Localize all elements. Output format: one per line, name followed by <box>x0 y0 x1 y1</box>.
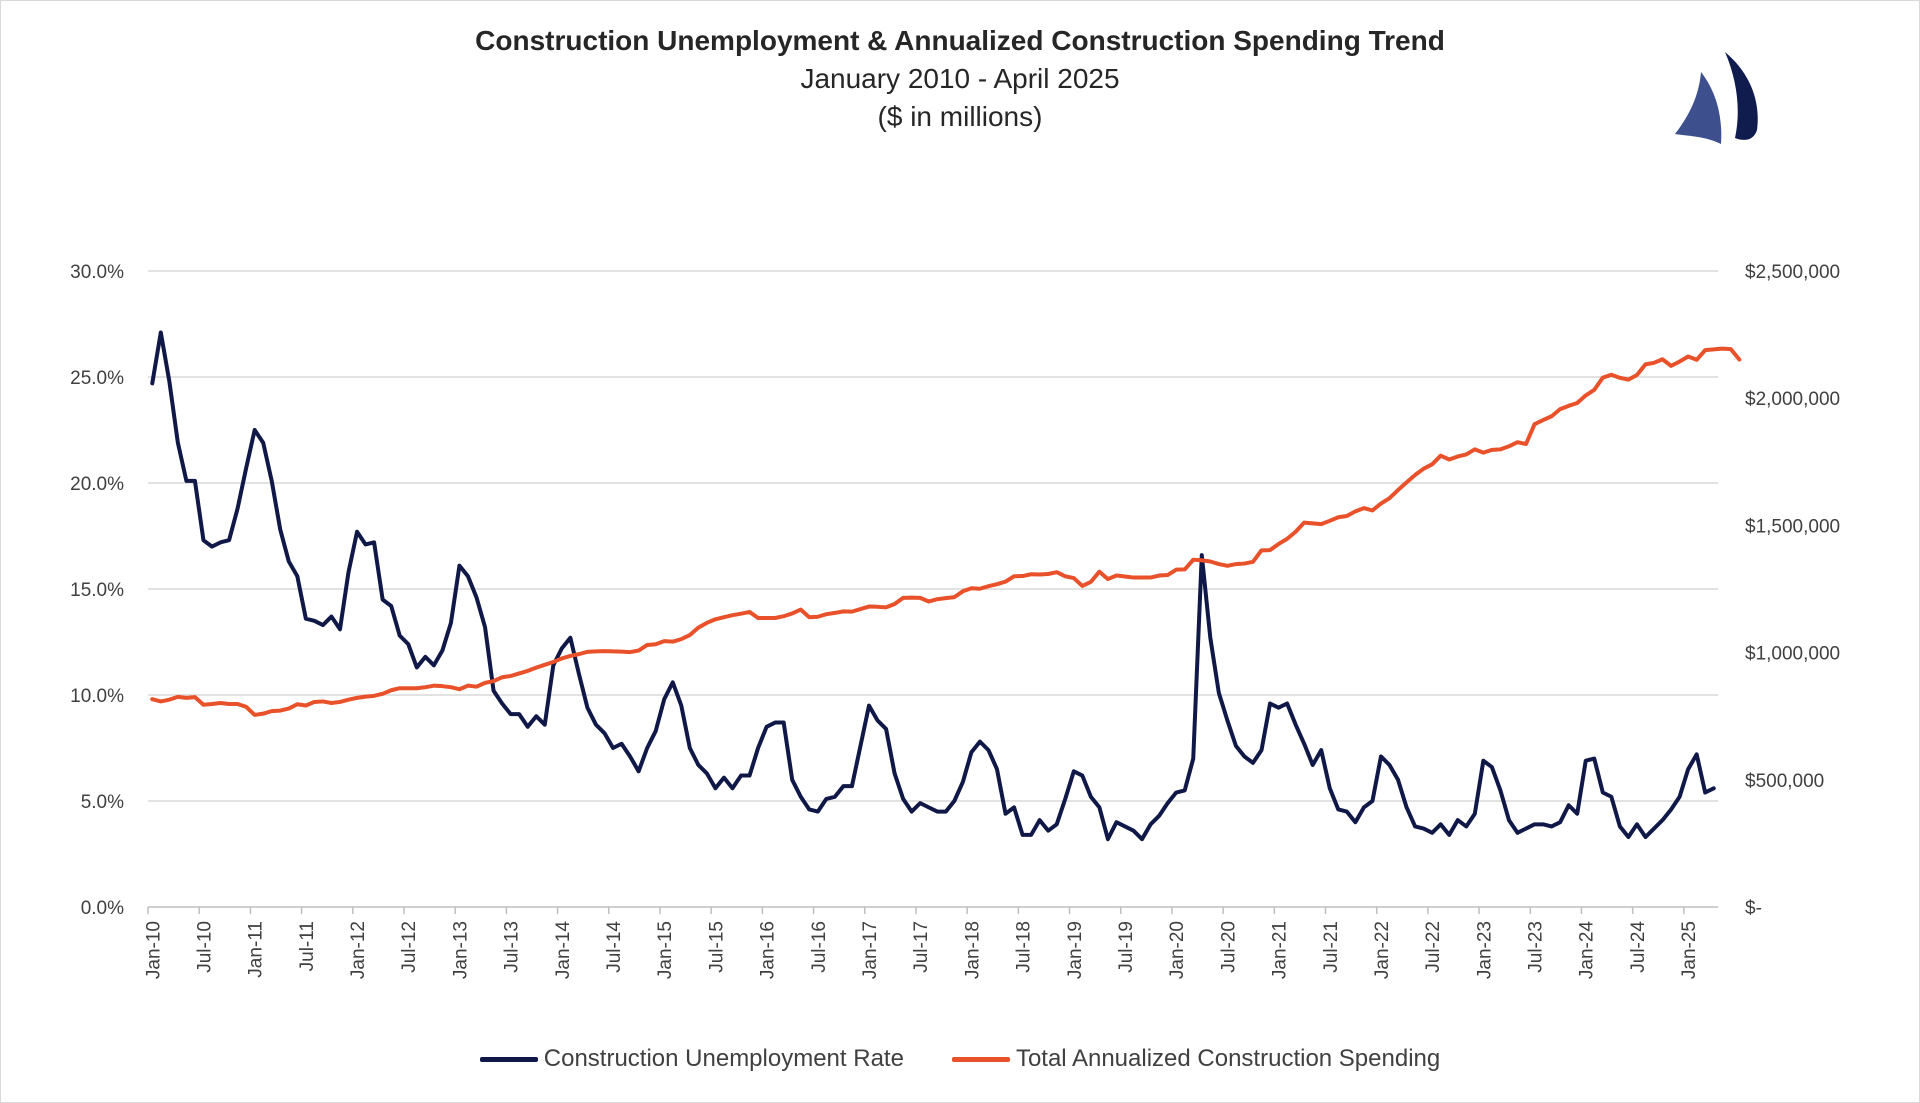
sailboat-logo-icon <box>1675 52 1758 144</box>
chart-subtitle-line-2: ($ in millions) <box>877 101 1043 132</box>
x-tick-label: Jan-20 <box>1167 921 1188 979</box>
chart-legend: Construction Unemployment Rate Total Ann… <box>0 1045 1920 1073</box>
x-tick-label: Jan-10 <box>143 921 164 979</box>
y-right-tick-label: $2,000,000 <box>1745 389 1840 410</box>
y-left-tick-label: 5.0% <box>81 792 124 813</box>
legend-swatch-spending <box>951 1056 1010 1062</box>
x-tick-label: Jan-23 <box>1474 921 1495 979</box>
x-tick-label: Jul-11 <box>297 921 318 971</box>
x-tick-label: Jul-18 <box>1014 921 1035 973</box>
x-axis-ticks: Jan-10 Jul-10 Jan-11 Jul-11 Jan-12 Jul-12 Jan-… <box>143 921 1700 980</box>
x-tick-label: Jul-24 <box>1628 921 1649 973</box>
x-tick-label: Jul-17 <box>911 921 932 973</box>
x-tick-label: Jul-20 <box>1218 921 1239 973</box>
x-tick-label: Jul-10 <box>194 921 215 973</box>
y-left-tick-label: 0.0% <box>81 898 124 919</box>
legend-swatch-unemployment <box>479 1056 538 1062</box>
series-line-construction-spending <box>150 346 1742 717</box>
x-tick-label: Jan-18 <box>962 921 983 979</box>
y-right-tick-label: $2,500,000 <box>1745 262 1840 283</box>
x-tick-label: Jul-15 <box>706 921 727 973</box>
x-tick-label: Jul-21 <box>1321 921 1342 973</box>
series-lines <box>150 330 1742 842</box>
x-tick-label: Jan-24 <box>1577 921 1598 980</box>
gridlines <box>148 270 1718 802</box>
x-tick-label: Jul-12 <box>399 921 420 973</box>
x-tick-label: Jan-22 <box>1372 921 1393 979</box>
x-tick-label: Jul-23 <box>1526 921 1547 973</box>
legend-label-spending: Total Annualized Construction Spending <box>1015 1045 1441 1072</box>
x-tick-label: Jan-19 <box>1065 921 1086 979</box>
legend-label-unemployment: Construction Unemployment Rate <box>543 1045 904 1072</box>
y-axis-right-ticks: $- $500,000 $1,000,000 $1,500,000 $2,000,000… <box>1745 262 1840 919</box>
y-right-tick-label: $1,000,000 <box>1745 644 1840 665</box>
x-tick-label: Jan-12 <box>348 921 369 979</box>
x-tick-label: Jan-15 <box>655 921 676 979</box>
x-tick-label: Jan-13 <box>450 921 471 979</box>
y-axis-left-ticks: 0.0% 5.0% 10.0% 15.0% 20.0% 25.0% 30.0% <box>70 262 124 919</box>
legend-item-unemployment: Construction Unemployment Rate <box>479 1045 904 1073</box>
x-tick-label: Jan-21 <box>1270 921 1291 979</box>
x-tick-label: Jul-14 <box>604 921 625 973</box>
x-tick-label: Jul-19 <box>1116 921 1137 973</box>
chart-subtitle-line-1: January 2010 - April 2025 <box>800 63 1120 94</box>
x-tick-label: Jan-11 <box>246 921 267 978</box>
legend-item-spending: Total Annualized Construction Spending <box>951 1045 1441 1073</box>
y-right-tick-label: $1,500,000 <box>1745 516 1840 537</box>
y-left-tick-label: 10.0% <box>70 686 124 707</box>
x-tick-label: Jan-17 <box>860 921 881 979</box>
x-tick-label: Jan-14 <box>553 921 574 980</box>
x-tick-label: Jul-13 <box>502 921 523 973</box>
y-right-tick-label: $500,000 <box>1745 771 1824 792</box>
y-left-tick-label: 25.0% <box>70 368 124 389</box>
x-tick-label: Jul-16 <box>809 921 830 973</box>
y-left-tick-label: 15.0% <box>70 580 124 601</box>
logo-sail-back <box>1725 52 1758 140</box>
y-right-tick-label: $- <box>1745 898 1762 919</box>
chart-titles: Construction Unemployment & Annualized C… <box>0 22 1920 136</box>
x-tick-label: Jan-16 <box>758 921 779 979</box>
axes <box>147 906 1718 914</box>
chart-title: Construction Unemployment & Annualized C… <box>475 25 1445 56</box>
series-line-unemployment-rate <box>150 330 1716 842</box>
x-tick-label: Jul-22 <box>1423 921 1444 973</box>
x-tick-label: Jan-25 <box>1679 921 1700 979</box>
y-left-tick-label: 20.0% <box>70 474 124 495</box>
y-left-tick-label: 30.0% <box>70 262 124 283</box>
logo-sail-front <box>1675 72 1722 144</box>
